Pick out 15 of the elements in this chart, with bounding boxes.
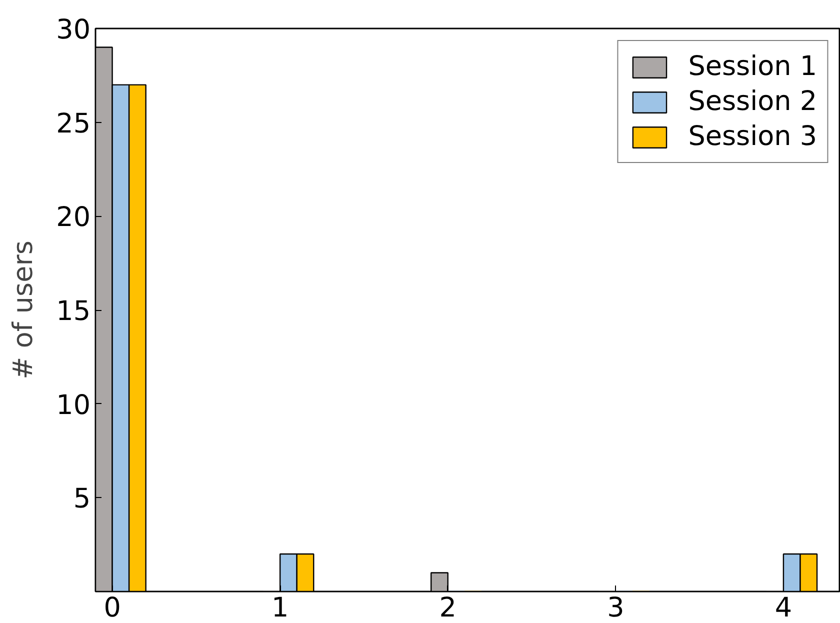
y-tick-label: 10 — [56, 390, 91, 421]
y-tick-label: 5 — [73, 484, 91, 515]
x-tick-label: 2 — [439, 592, 456, 623]
x-tick-label: 0 — [104, 592, 121, 623]
y-tick-label: 20 — [56, 202, 91, 234]
legend-label: Session 1 — [688, 51, 817, 82]
y-tick-label: 25 — [56, 108, 91, 140]
legend-label: Session 3 — [688, 121, 817, 152]
legend-label: Session 2 — [688, 86, 817, 117]
y-tick-label: 30 — [56, 14, 91, 46]
x-tick-label: 4 — [774, 592, 792, 623]
x-tick-label: 1 — [271, 592, 289, 623]
x-tick-label: 3 — [607, 592, 624, 623]
y-tick-label: 15 — [56, 296, 91, 327]
y-axis-title: # of users — [8, 240, 40, 380]
